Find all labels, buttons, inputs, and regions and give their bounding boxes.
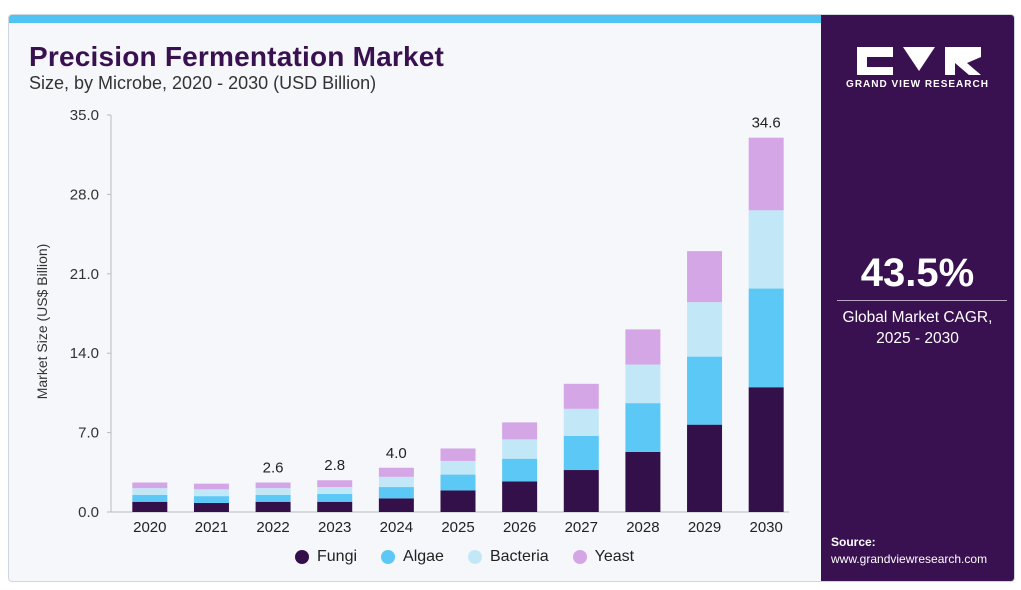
bar-bacteria-2020 — [132, 488, 168, 495]
bar-yeast-2028 — [625, 329, 661, 365]
x-tick-label: 2029 — [688, 519, 721, 536]
bar-bacteria-2030 — [748, 210, 784, 289]
cagr-divider — [837, 300, 1007, 301]
y-tick-label: 21.0 — [70, 266, 99, 283]
bar-fungi-2030 — [748, 387, 784, 512]
x-tick-label: 2026 — [503, 519, 536, 536]
bar-bacteria-2028 — [625, 364, 661, 404]
x-tick-label: 2022 — [256, 519, 289, 536]
bar-yeast-2021 — [193, 483, 229, 490]
chart-legend: Fungi Algae Bacteria Yeast — [295, 548, 634, 566]
bar-bacteria-2025 — [440, 460, 476, 475]
legend-label: Bacteria — [489, 548, 549, 565]
accent-bar — [9, 15, 821, 23]
bar-yeast-2026 — [502, 422, 538, 440]
x-tick-label: 2023 — [318, 519, 351, 536]
bar-algae-2028 — [625, 403, 661, 452]
bar-algae-2027 — [563, 436, 599, 471]
sidebar-panel: GRAND VIEW RESEARCH 43.5% Global Market … — [821, 15, 1014, 581]
bar-bacteria-2021 — [193, 489, 229, 497]
y-tick-label: 14.0 — [70, 345, 99, 362]
bar-algae-2020 — [132, 494, 168, 502]
source-label: Source: — [831, 535, 876, 549]
chart-title: Precision Fermentation Market — [29, 41, 445, 72]
bar-fungi-2020 — [132, 501, 168, 512]
bar-yeast-2022 — [255, 482, 291, 489]
data-label: 34.6 — [752, 115, 781, 132]
bar-bacteria-2027 — [563, 408, 599, 437]
bar-yeast-2020 — [132, 482, 168, 489]
legend-item-bacteria: Bacteria — [467, 548, 549, 566]
legend-label: Yeast — [594, 548, 635, 565]
bar-fungi-2027 — [563, 470, 599, 512]
bar-yeast-2029 — [687, 251, 723, 303]
bar-algae-2030 — [748, 288, 784, 388]
bar-fungi-2022 — [255, 501, 291, 512]
y-tick-label: 28.0 — [70, 186, 99, 203]
x-tick-label: 2025 — [441, 519, 474, 536]
legend-label: Fungi — [317, 548, 358, 565]
bar-bacteria-2024 — [378, 476, 414, 488]
chart-card: Precision Fermentation Market Size, by M… — [8, 14, 1015, 582]
cagr-label: Global Market CAGR, 2025 - 2030 — [821, 307, 1014, 349]
y-tick-label: 0.0 — [78, 504, 99, 521]
cagr-label-line-1: Global Market CAGR, — [842, 309, 993, 326]
bar-algae-2021 — [193, 496, 229, 503]
bar-yeast-2025 — [440, 448, 476, 461]
data-label: 2.6 — [263, 460, 284, 477]
data-label: 2.8 — [324, 457, 345, 474]
bar-fungi-2026 — [502, 481, 538, 512]
bar-fungi-2025 — [440, 490, 476, 512]
bar-bacteria-2029 — [687, 302, 723, 357]
legend-item-fungi: Fungi — [295, 548, 357, 566]
bar-algae-2029 — [687, 356, 723, 425]
bar-yeast-2023 — [317, 480, 353, 488]
bar-yeast-2027 — [563, 383, 599, 409]
x-tick-label: 2021 — [195, 519, 228, 536]
y-axis-label: Market Size (US$ Billion) — [34, 244, 50, 400]
bar-bacteria-2022 — [255, 488, 291, 495]
y-tick-label: 7.0 — [78, 425, 99, 442]
legend-swatch — [572, 550, 587, 564]
legend-swatch — [295, 550, 309, 564]
cagr-value: 43.5% — [860, 251, 975, 295]
grand-view-research-logo-icon — [857, 47, 981, 75]
source-url[interactable]: www.grandviewresearch.com — [831, 552, 988, 566]
legend-item-yeast: Yeast — [572, 548, 635, 566]
bar-fungi-2023 — [317, 501, 353, 512]
bar-yeast-2030 — [748, 137, 784, 211]
bar-algae-2026 — [502, 458, 538, 482]
bar-fungi-2021 — [193, 502, 229, 512]
legend-swatch — [467, 550, 482, 564]
bar-bacteria-2026 — [502, 439, 538, 459]
chart-subtitle: Size, by Microbe, 2020 - 2030 (USD Billi… — [29, 73, 377, 93]
bar-chart: 0.0 7.0 14.0 21.0 28.0 35.0 Market Size (US$ B… — [34, 107, 789, 536]
bar-fungi-2029 — [687, 424, 723, 512]
bar-algae-2025 — [440, 474, 476, 491]
x-tick-label: 2030 — [749, 519, 782, 536]
legend-item-algae: Algae — [381, 548, 444, 566]
brand-name: GRAND VIEW RESEARCH — [846, 79, 989, 90]
x-tick-label: 2028 — [626, 519, 659, 536]
x-tick-label: 2027 — [565, 519, 598, 536]
data-label: 4.0 — [386, 445, 407, 462]
bar-fungi-2028 — [625, 451, 661, 512]
x-tick-label: 2024 — [380, 519, 413, 536]
bar-yeast-2024 — [378, 467, 414, 477]
legend-swatch — [381, 550, 396, 564]
legend-label: Algae — [403, 548, 444, 565]
bar-fungi-2024 — [378, 498, 414, 512]
x-tick-label: 2020 — [133, 519, 166, 536]
bar-algae-2024 — [378, 487, 414, 499]
bar-algae-2023 — [317, 493, 353, 502]
bar-bacteria-2023 — [317, 487, 353, 494]
bar-algae-2022 — [255, 494, 291, 502]
y-tick-label: 35.0 — [70, 107, 99, 124]
cagr-label-line-2: 2025 - 2030 — [876, 330, 959, 347]
